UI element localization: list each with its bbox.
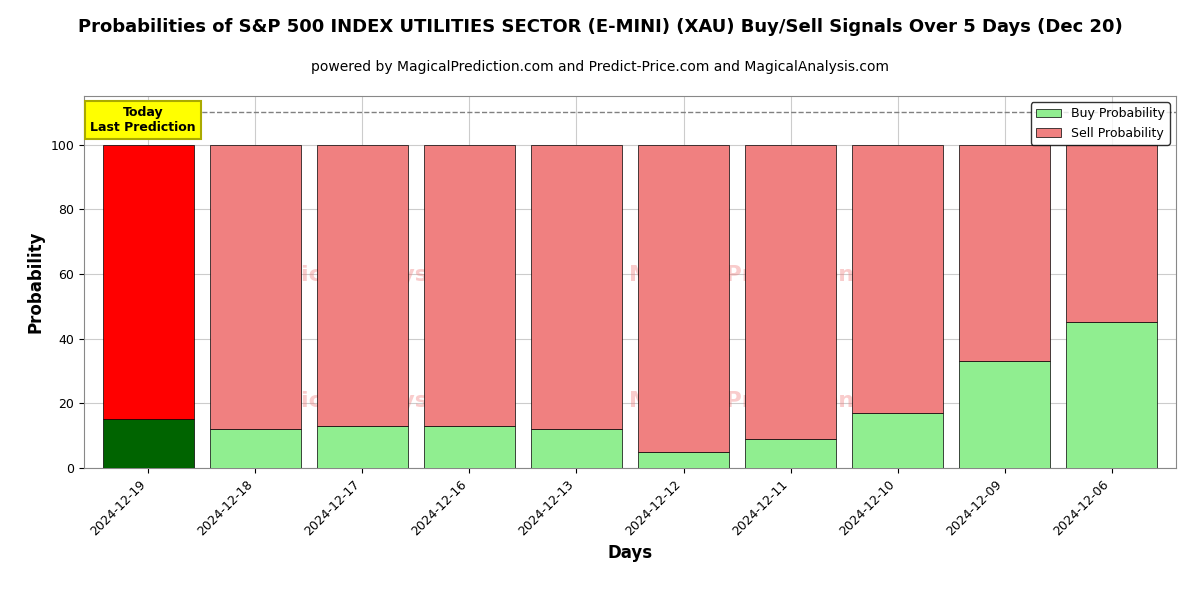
Bar bbox=[638, 452, 730, 468]
Bar bbox=[959, 145, 1050, 361]
Bar bbox=[317, 426, 408, 468]
Bar bbox=[210, 429, 301, 468]
Bar bbox=[745, 145, 836, 439]
Text: MagicalAnalysis.com: MagicalAnalysis.com bbox=[248, 391, 510, 411]
Bar bbox=[530, 145, 622, 429]
Bar bbox=[852, 413, 943, 468]
Bar bbox=[1067, 145, 1157, 322]
Text: MagicalPrediction.com: MagicalPrediction.com bbox=[629, 265, 914, 284]
Bar bbox=[424, 426, 515, 468]
Bar bbox=[103, 145, 193, 419]
Bar bbox=[103, 419, 193, 468]
Text: powered by MagicalPrediction.com and Predict-Price.com and MagicalAnalysis.com: powered by MagicalPrediction.com and Pre… bbox=[311, 60, 889, 74]
Bar bbox=[317, 145, 408, 426]
Text: MagicalPrediction.com: MagicalPrediction.com bbox=[629, 391, 914, 411]
Bar bbox=[530, 429, 622, 468]
Bar bbox=[210, 145, 301, 429]
Y-axis label: Probability: Probability bbox=[26, 231, 44, 333]
Bar bbox=[424, 145, 515, 426]
Bar bbox=[852, 145, 943, 413]
Bar bbox=[959, 361, 1050, 468]
Bar bbox=[745, 439, 836, 468]
Legend: Buy Probability, Sell Probability: Buy Probability, Sell Probability bbox=[1031, 102, 1170, 145]
X-axis label: Days: Days bbox=[607, 544, 653, 562]
Text: Today
Last Prediction: Today Last Prediction bbox=[90, 106, 196, 134]
Text: Probabilities of S&P 500 INDEX UTILITIES SECTOR (E-MINI) (XAU) Buy/Sell Signals : Probabilities of S&P 500 INDEX UTILITIES… bbox=[78, 18, 1122, 36]
Bar bbox=[1067, 322, 1157, 468]
Text: MagicalAnalysis.com: MagicalAnalysis.com bbox=[248, 265, 510, 284]
Bar bbox=[638, 145, 730, 452]
